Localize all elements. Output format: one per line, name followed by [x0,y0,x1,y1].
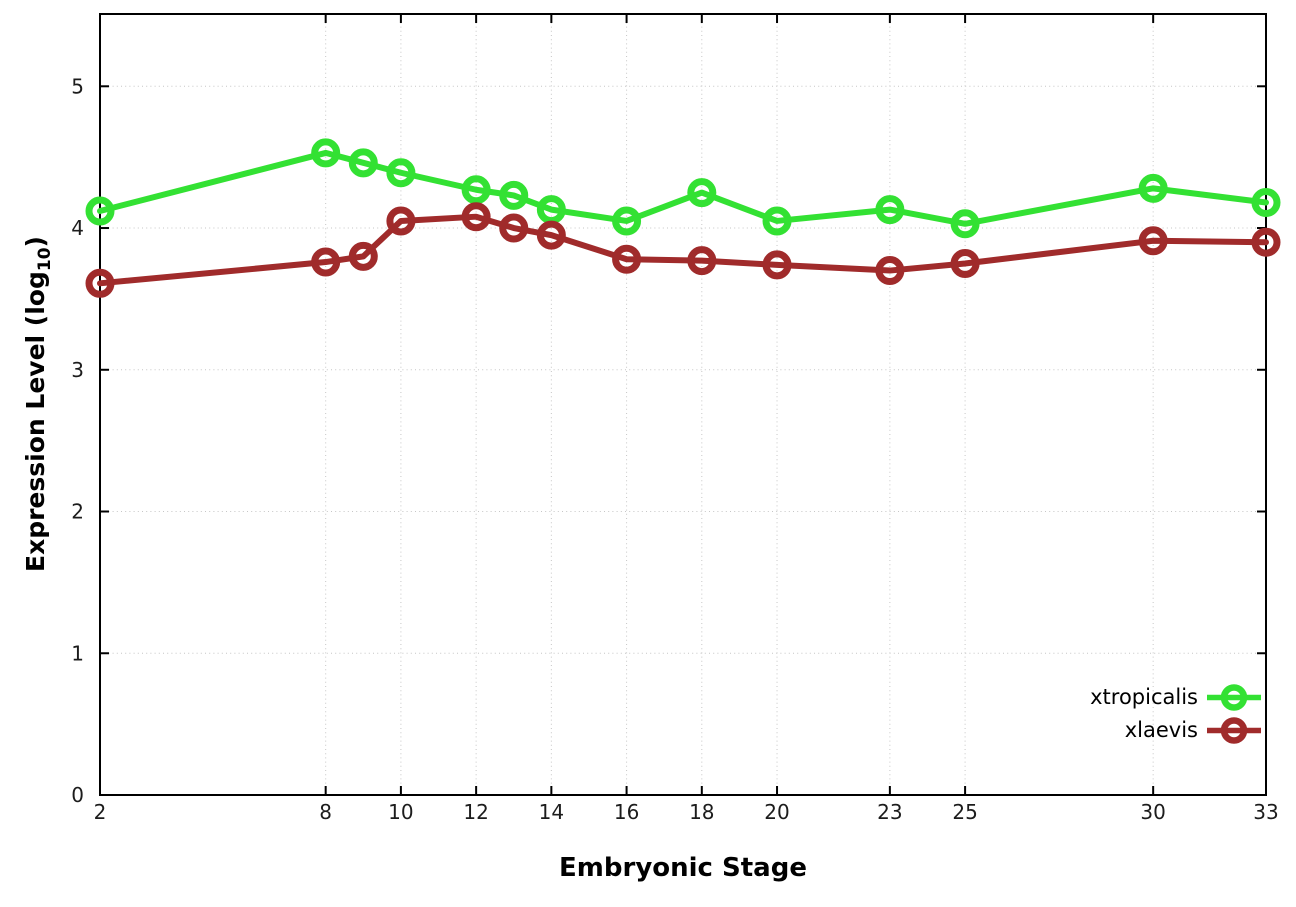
data-point-xlaevis [461,202,491,232]
legend-item-xtropicalis: xtropicalis [1090,681,1262,714]
data-point-xtropicalis [85,196,115,226]
data-point-xtropicalis [536,195,566,225]
data-point-xtropicalis [1138,173,1168,203]
data-point-xlaevis [386,206,416,236]
x-tick-label: 12 [463,800,488,824]
x-tick-label: 2 [94,800,107,824]
y-tick-label: 4 [71,216,84,240]
legend-swatch-xtropicalis [1207,684,1261,711]
y-tick-label: 0 [71,783,84,807]
legend: xtropicalis xlaevis [1090,681,1262,747]
data-point-xtropicalis [950,209,980,239]
x-tick-label: 23 [877,800,902,824]
data-point-xtropicalis [311,138,341,168]
legend-item-xlaevis: xlaevis [1090,714,1262,747]
legend-swatch-xlaevis [1207,717,1261,744]
data-point-xtropicalis [348,148,378,178]
x-tick-label: 30 [1140,800,1165,824]
data-point-xlaevis [1251,227,1281,257]
x-axis-title: Embryonic Stage [559,853,807,883]
data-point-xlaevis [348,241,378,271]
legend-marker-icon [1220,717,1248,744]
data-point-xtropicalis [1251,188,1281,218]
data-point-xlaevis [85,268,115,298]
x-tick-label: 10 [388,800,413,824]
data-point-xlaevis [762,250,792,280]
data-point-xlaevis [1138,226,1168,256]
data-point-xtropicalis [875,195,905,225]
data-point-xlaevis [311,247,341,277]
data-point-xtropicalis [612,206,642,236]
x-tick-label: 16 [614,800,639,824]
data-point-xtropicalis [687,178,717,208]
y-axis-title-text: Expression Level (log [21,271,50,572]
data-point-xlaevis [875,256,905,286]
legend-label-xtropicalis: xtropicalis [1090,685,1198,709]
data-point-xlaevis [950,248,980,278]
x-tick-label: 8 [319,800,332,824]
data-point-xtropicalis [386,158,416,188]
series-line-xlaevis [97,213,1269,287]
y-tick-label: 2 [71,500,84,524]
x-tick-label: 14 [539,800,564,824]
data-point-xtropicalis [499,180,529,210]
series-line-xtropicalis [97,149,1269,227]
data-point-xlaevis [536,220,566,250]
data-point-xtropicalis [762,206,792,236]
data-point-xlaevis [612,244,642,274]
x-tick-label: 25 [952,800,977,824]
legend-label-xlaevis: xlaevis [1124,718,1198,742]
y-tick-label: 3 [71,358,84,382]
y-axis-title: Expression Level (log10) [21,236,55,572]
x-tick-label: 33 [1253,800,1278,824]
y-tick-label: 5 [71,74,84,98]
data-point-xlaevis [499,213,529,243]
plot-border [99,13,1267,796]
y-axis-title-close: ) [21,236,50,248]
legend-marker-icon [1220,684,1248,711]
data-point-xlaevis [687,246,717,276]
y-tick-label: 1 [71,641,84,665]
x-tick-label: 20 [764,800,789,824]
y-axis-title-subscript: 10 [35,247,55,272]
data-point-xtropicalis [461,175,491,205]
x-tick-label: 18 [689,800,714,824]
